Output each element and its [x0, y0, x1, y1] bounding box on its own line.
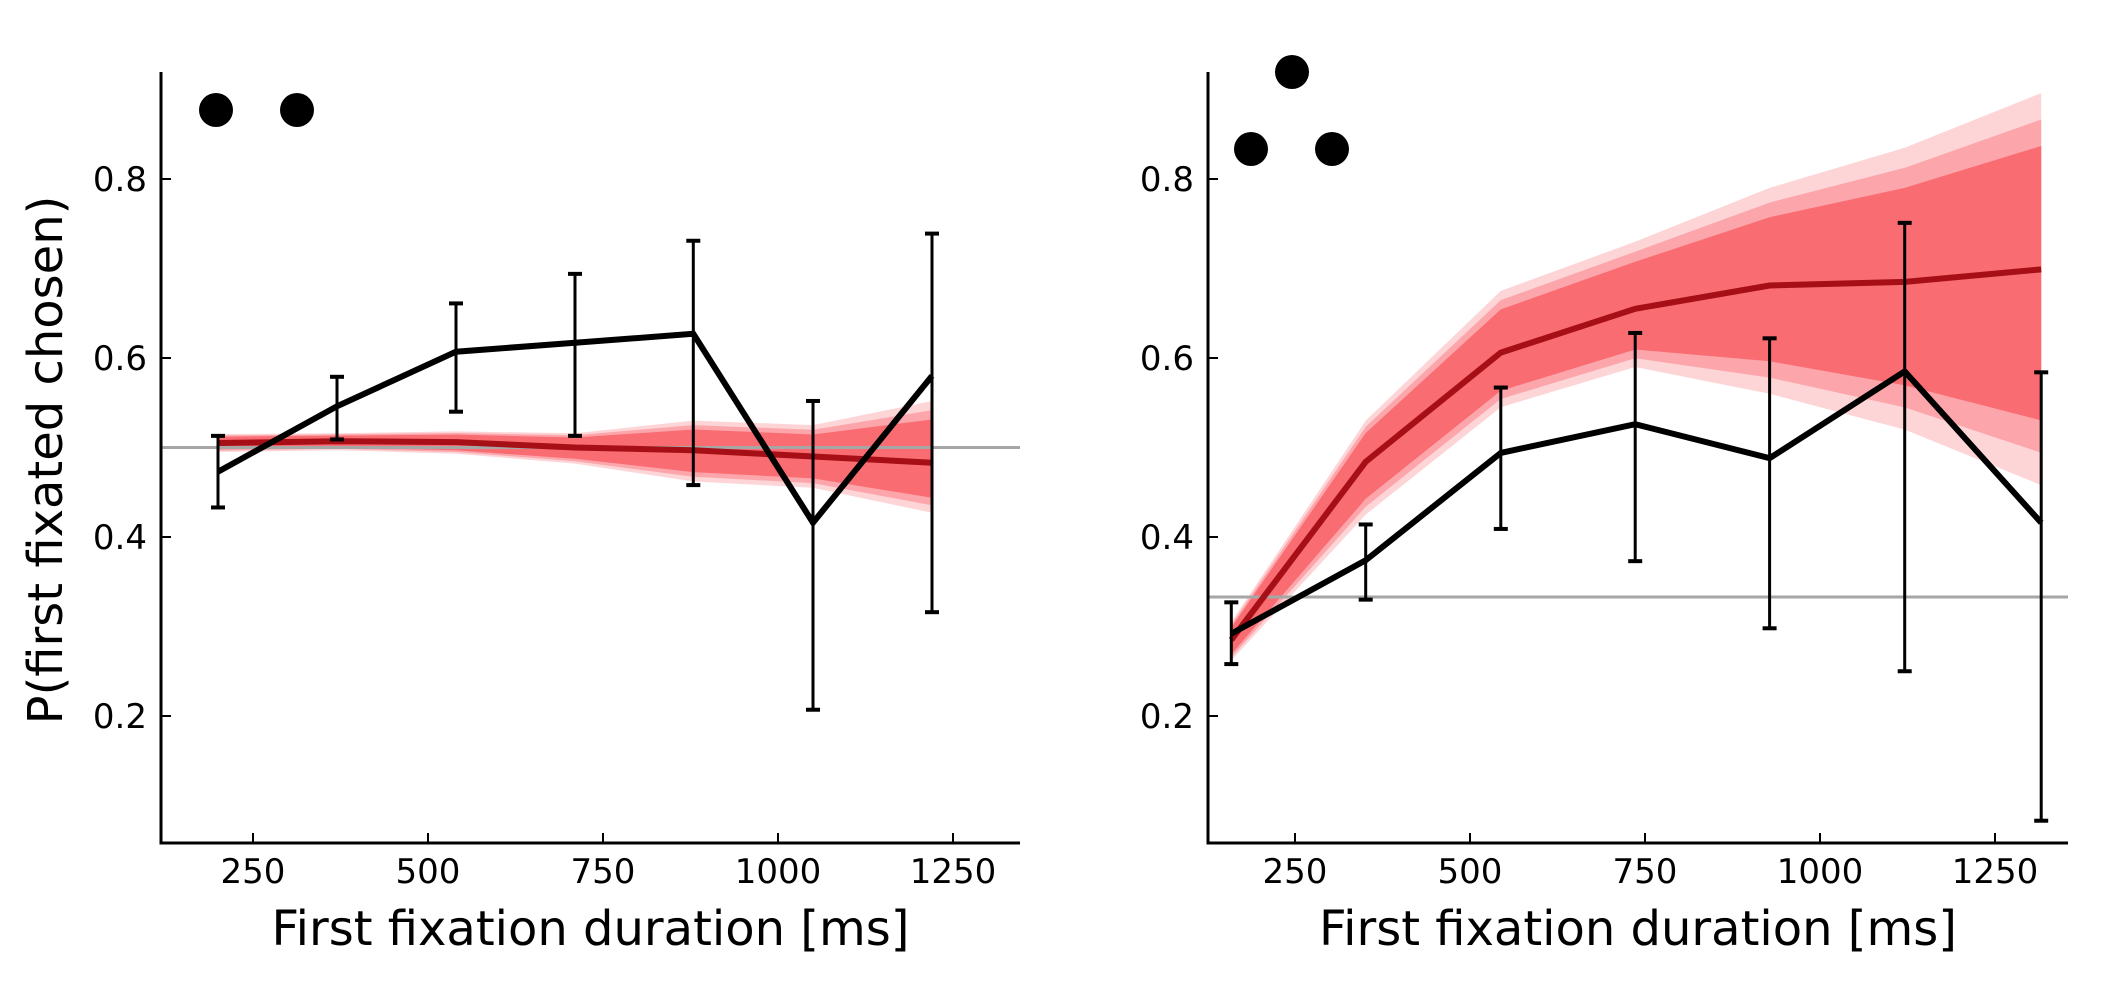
right-x-tick-label: 1000: [1777, 852, 1864, 892]
left-x-tick-label: 500: [396, 852, 461, 892]
left-x-tick-label: 1250: [910, 852, 997, 892]
right-y-tick-label: 0.6: [1140, 339, 1194, 379]
right-error-bar: [1897, 220, 1912, 674]
right-y-tick-label: 0.2: [1140, 697, 1194, 737]
item-dot-icon: [1275, 55, 1309, 89]
right-panel: 250 500 750 1000 1250 0.2 0.4 0.6 0.8 First fixa…: [1140, 55, 2068, 957]
left-y-tick-label: 0.6: [93, 339, 147, 379]
right-model-band-layer: [1231, 146, 2042, 655]
right-error-bar: [1762, 336, 1777, 631]
left-y-tick-label: 0.8: [93, 160, 147, 200]
item-dot-icon: [199, 93, 233, 127]
left-x-axis-label: First fixation duration [ms]: [272, 901, 910, 957]
left-error-bar: [686, 238, 701, 488]
left-panel: 250 500 750 1000 1250 0.2 0.4 0.6 0.8 First fixa…: [18, 72, 1020, 957]
left-axes: [159, 72, 1020, 845]
right-x-tick-label: 500: [1438, 852, 1503, 892]
right-error-bar: [1493, 385, 1508, 531]
left-y-tick-label: 0.2: [93, 697, 147, 737]
left-x-tick-label: 250: [221, 852, 286, 892]
right-error-bars: [1224, 220, 2049, 823]
right-tick-labels: 250 500 750 1000 1250 0.2 0.4 0.6 0.8: [1140, 160, 2038, 892]
left-error-bar: [925, 231, 939, 615]
right-y-tick-label: 0.4: [1140, 518, 1194, 558]
left-error-bars: [211, 231, 939, 712]
right-x-tick-label: 250: [1263, 852, 1328, 892]
right-model-band: [1231, 93, 2042, 661]
item-dot-icon: [1234, 132, 1268, 166]
left-set-size-icon: [199, 93, 314, 127]
item-dot-icon: [1315, 132, 1349, 166]
right-axes: [1206, 72, 2068, 845]
left-error-bar: [806, 398, 820, 712]
right-x-tick-label: 1250: [1952, 852, 2039, 892]
right-x-tick-label: 750: [1613, 852, 1678, 892]
item-dot-icon: [280, 93, 314, 127]
left-x-tick-label: 1000: [735, 852, 822, 892]
right-y-tick-label: 0.8: [1140, 160, 1194, 200]
left-x-tick-label: 750: [571, 852, 636, 892]
right-x-axis-label: First fixation duration [ms]: [1319, 901, 1957, 957]
y-axis-label: P(first fixated chosen): [18, 196, 74, 725]
left-y-tick-label: 0.4: [93, 518, 147, 558]
right-error-bar: [2034, 370, 2049, 823]
left-data-line: [216, 330, 935, 528]
right-set-size-icon: [1234, 55, 1349, 166]
right-data-line: [1229, 367, 2044, 637]
right-error-bar: [1628, 330, 1643, 564]
left-error-bar: [568, 271, 582, 438]
left-tick-labels: 250 500 750 1000 1250 0.2 0.4 0.6 0.8: [93, 160, 996, 892]
left-error-bar: [449, 301, 463, 414]
